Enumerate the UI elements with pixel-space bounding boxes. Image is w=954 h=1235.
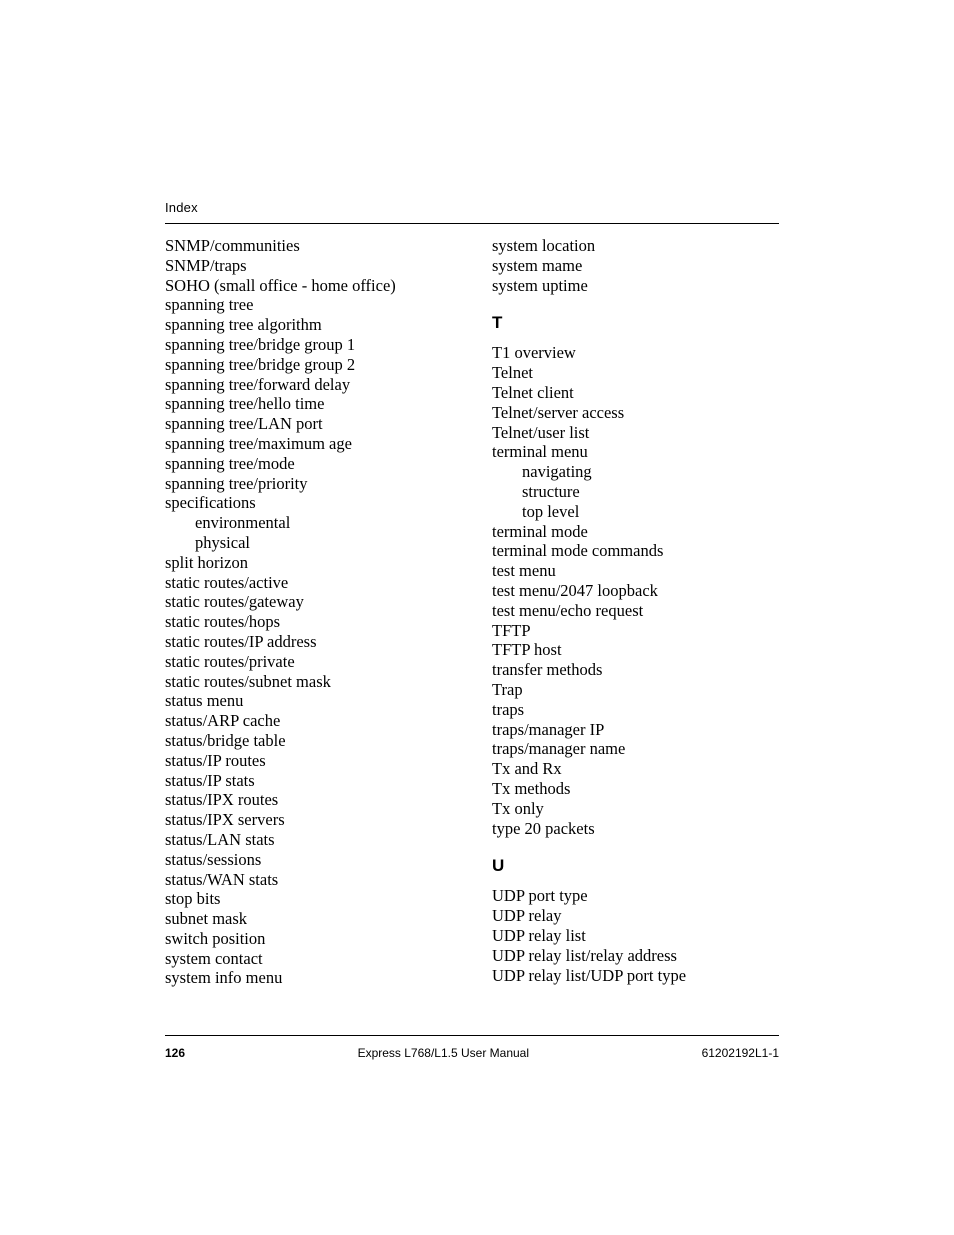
index-entry: status/IPX servers	[165, 810, 452, 830]
index-entry: navigating	[492, 462, 779, 482]
index-entry: transfer methods	[492, 660, 779, 680]
header-rule	[165, 223, 779, 224]
index-entry: system mame	[492, 256, 779, 276]
index-entry: spanning tree algorithm	[165, 315, 452, 335]
index-entry: terminal menu	[492, 442, 779, 462]
index-entry: status/IP routes	[165, 751, 452, 771]
index-entry: Telnet client	[492, 383, 779, 403]
section-heading: T	[492, 313, 779, 333]
index-entry: stop bits	[165, 889, 452, 909]
index-entry: environmental	[165, 513, 452, 533]
index-entry: UDP relay list	[492, 926, 779, 946]
index-entry: subnet mask	[165, 909, 452, 929]
index-entry: UDP relay	[492, 906, 779, 926]
index-entry: spanning tree/maximum age	[165, 434, 452, 454]
index-entry: test menu	[492, 561, 779, 581]
index-entry: spanning tree/priority	[165, 474, 452, 494]
index-entry: Telnet/server access	[492, 403, 779, 423]
index-entry: spanning tree/mode	[165, 454, 452, 474]
index-entry: static routes/private	[165, 652, 452, 672]
index-entry: Telnet/user list	[492, 423, 779, 443]
index-entry: terminal mode commands	[492, 541, 779, 561]
index-entry: system location	[492, 236, 779, 256]
index-entry: SNMP/traps	[165, 256, 452, 276]
index-entry: Tx only	[492, 799, 779, 819]
index-entry: spanning tree/bridge group 2	[165, 355, 452, 375]
index-entry: system info menu	[165, 968, 452, 988]
index-entry: traps/manager IP	[492, 720, 779, 740]
index-entry: static routes/hops	[165, 612, 452, 632]
index-entry: SNMP/communities	[165, 236, 452, 256]
index-entry: system contact	[165, 949, 452, 969]
index-entry: Trap	[492, 680, 779, 700]
index-entry: test menu/2047 loopback	[492, 581, 779, 601]
index-entry: status/LAN stats	[165, 830, 452, 850]
index-entry: switch position	[165, 929, 452, 949]
index-entry: static routes/IP address	[165, 632, 452, 652]
index-entry: spanning tree/bridge group 1	[165, 335, 452, 355]
index-entry: spanning tree/hello time	[165, 394, 452, 414]
index-entry: SOHO (small office - home office)	[165, 276, 452, 296]
index-entry: Tx and Rx	[492, 759, 779, 779]
index-entry: TFTP	[492, 621, 779, 641]
index-entry: status/WAN stats	[165, 870, 452, 890]
index-entry: system uptime	[492, 276, 779, 296]
index-entry: TFTP host	[492, 640, 779, 660]
index-entry: UDP relay list/UDP port type	[492, 966, 779, 986]
index-entry: status/ARP cache	[165, 711, 452, 731]
index-entry: status/sessions	[165, 850, 452, 870]
index-entry: type 20 packets	[492, 819, 779, 839]
manual-title: Express L768/L1.5 User Manual	[185, 1046, 702, 1060]
index-entry: UDP relay list/relay address	[492, 946, 779, 966]
index-entry: top level	[492, 502, 779, 522]
section-heading: U	[492, 856, 779, 876]
right-column: system locationsystem mamesystem uptime T…	[492, 236, 779, 988]
index-header: Index	[165, 200, 779, 215]
index-entry: static routes/subnet mask	[165, 672, 452, 692]
document-page: Index SNMP/communitiesSNMP/trapsSOHO (sm…	[0, 0, 954, 1235]
index-entry: status menu	[165, 691, 452, 711]
index-entry: UDP port type	[492, 886, 779, 906]
index-entry: Tx methods	[492, 779, 779, 799]
page-number: 126	[165, 1046, 185, 1060]
index-entry: traps/manager name	[492, 739, 779, 759]
index-entry: terminal mode	[492, 522, 779, 542]
index-entry: split horizon	[165, 553, 452, 573]
index-entry: T1 overview	[492, 343, 779, 363]
index-entry: static routes/active	[165, 573, 452, 593]
index-entry: traps	[492, 700, 779, 720]
index-columns: SNMP/communitiesSNMP/trapsSOHO (small of…	[165, 236, 779, 988]
index-entry: Telnet	[492, 363, 779, 383]
index-entry: static routes/gateway	[165, 592, 452, 612]
index-entry: spanning tree/LAN port	[165, 414, 452, 434]
index-entry: physical	[165, 533, 452, 553]
index-entry: test menu/echo request	[492, 601, 779, 621]
index-entry: spanning tree/forward delay	[165, 375, 452, 395]
index-entry: status/bridge table	[165, 731, 452, 751]
doc-id: 61202192L1-1	[702, 1046, 779, 1060]
index-entry: specifications	[165, 493, 452, 513]
left-column: SNMP/communitiesSNMP/trapsSOHO (small of…	[165, 236, 452, 988]
index-entry: status/IP stats	[165, 771, 452, 791]
page-footer: 126 Express L768/L1.5 User Manual 612021…	[165, 1035, 779, 1060]
index-entry: status/IPX routes	[165, 790, 452, 810]
index-entry: structure	[492, 482, 779, 502]
index-entry: spanning tree	[165, 295, 452, 315]
